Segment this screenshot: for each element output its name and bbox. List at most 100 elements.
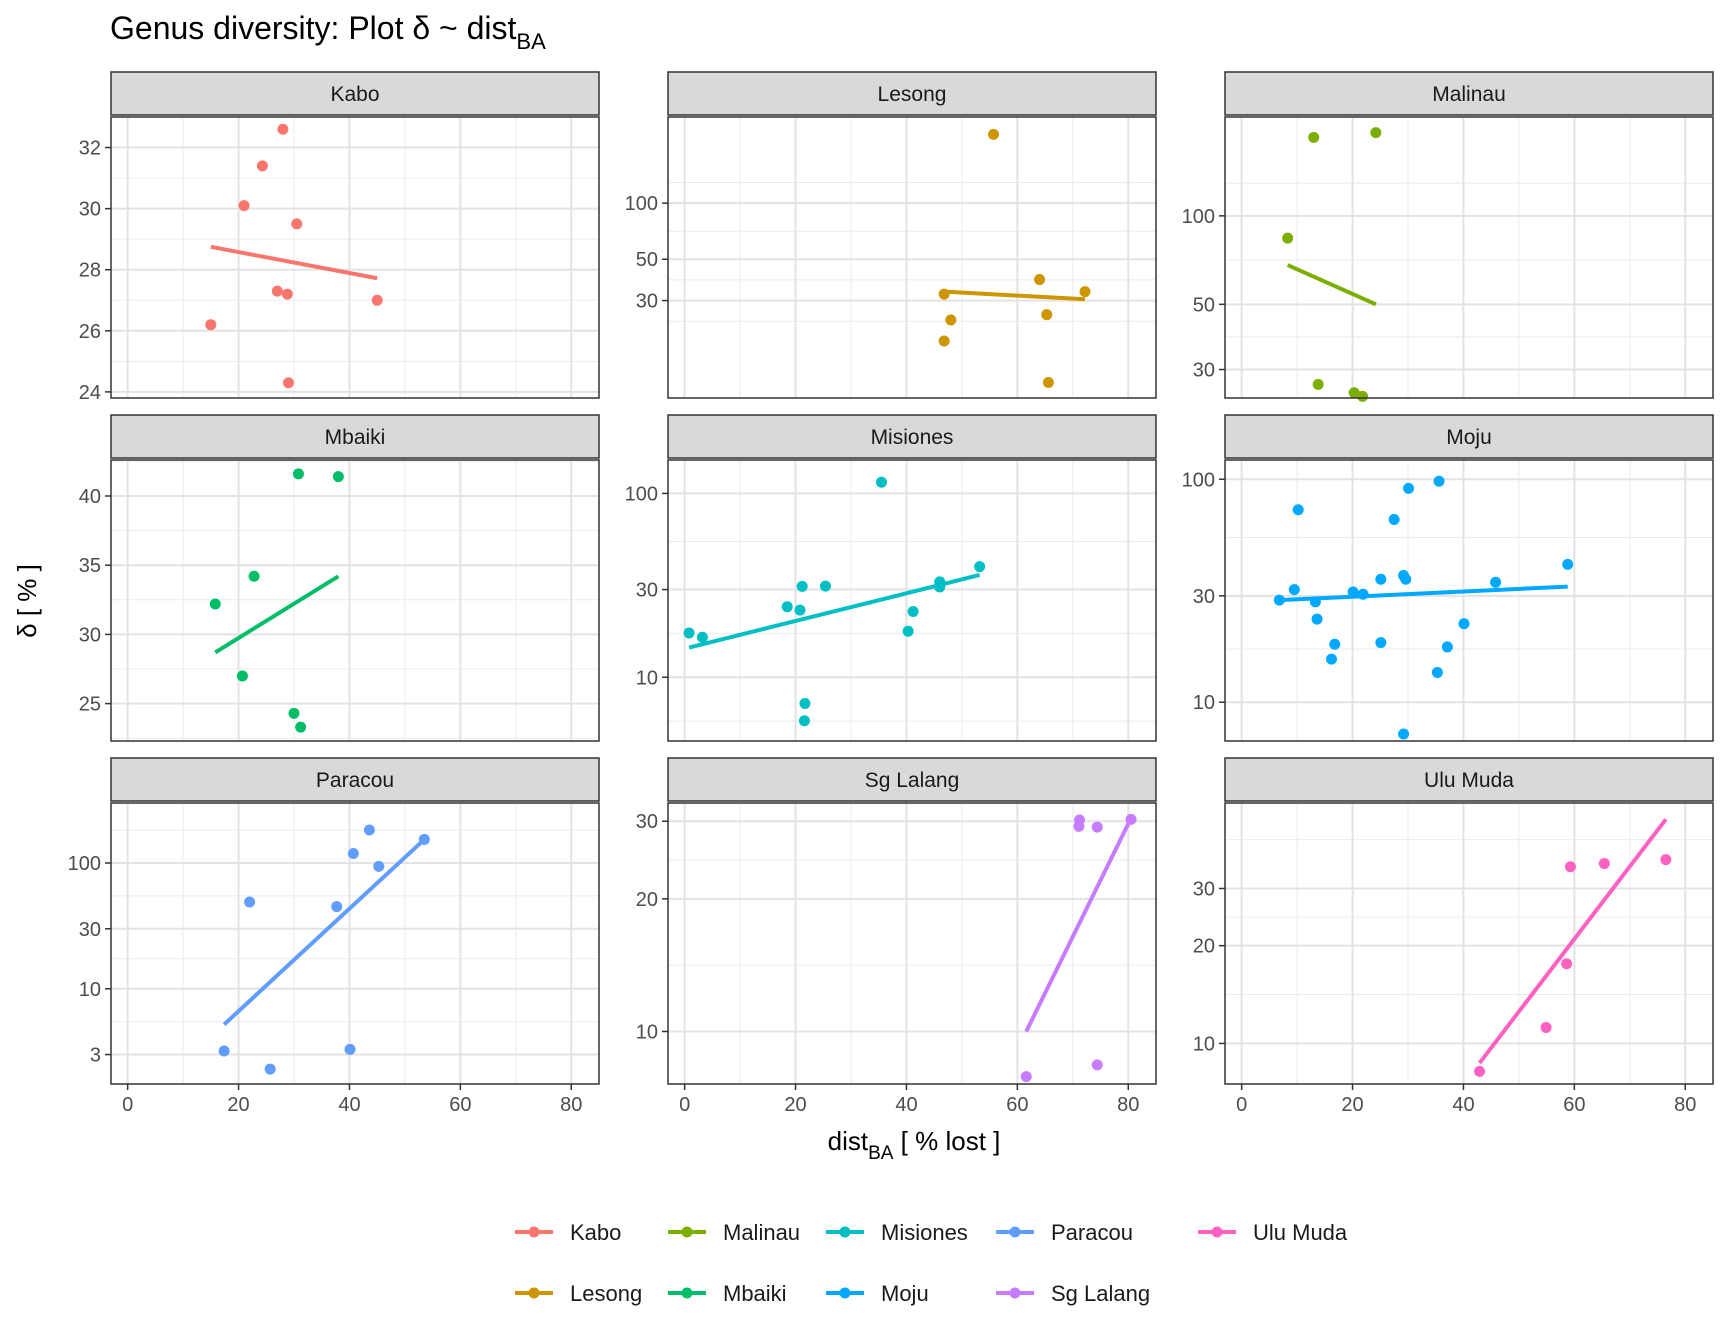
panel-border (1224, 116, 1714, 399)
data-point-misiones (794, 604, 806, 616)
legend-key-point (681, 1287, 693, 1299)
data-point-kabo (256, 160, 268, 172)
data-point-moju (1375, 637, 1387, 649)
facet-strip (1224, 71, 1714, 116)
data-point-moju (1388, 513, 1400, 525)
data-point-moju (1288, 584, 1300, 596)
legend-label: Mbaiki (723, 1281, 787, 1306)
data-point-ulu-muda (1660, 854, 1672, 866)
facet-strip (1224, 757, 1714, 802)
data-point-mbaiki (248, 570, 260, 582)
x-tick-label: 40 (1452, 1094, 1474, 1116)
y-tick-label: 26 (79, 321, 101, 343)
facet-sg-lalang: Sg Lalang 10 20 30 0 20 40 60 80 (636, 757, 1157, 1116)
legend-key-point (528, 1287, 540, 1299)
data-point-mbaiki (292, 468, 304, 480)
data-point-misiones (876, 476, 887, 488)
y-tick-label: 3 (90, 1045, 101, 1067)
facet-strip-label: Malinau (1432, 83, 1506, 106)
y-tick-label: 30 (79, 624, 101, 646)
panel-border (110, 459, 600, 742)
data-point-kabo (205, 319, 217, 331)
y-tick-label: 24 (79, 382, 101, 404)
y-tick-label: 30 (636, 811, 658, 833)
data-point-paracou (347, 848, 359, 860)
legend-key-point (528, 1226, 540, 1238)
legend-label: Paracou (1051, 1220, 1133, 1245)
fit-line-lesong (944, 289, 1086, 302)
legend-label: Kabo (570, 1220, 621, 1245)
x-tick-label: 0 (122, 1094, 133, 1116)
data-point-moju (1458, 618, 1470, 630)
facet-kabo: Kabo 24 26 28 30 32 (79, 71, 600, 404)
data-point-kabo (371, 294, 383, 306)
data-point-misiones (796, 580, 808, 592)
y-tick-label: 100 (68, 853, 101, 875)
legend-item-mbaiki: Mbaiki (668, 1281, 787, 1306)
x-tick-label: 60 (449, 1094, 471, 1116)
facet-misiones: Misiones 10 30 100 (625, 414, 1157, 742)
y-tick-label: 32 (79, 138, 101, 160)
y-tick-label: 30 (1193, 878, 1215, 900)
data-point-ulu-muda (1598, 858, 1610, 870)
y-tick-label: 30 (636, 580, 658, 602)
fit-line-ulu-muda (1477, 818, 1668, 1065)
data-point-lesong (938, 288, 950, 300)
data-point-malinau (1312, 378, 1324, 390)
fit-line-kabo (210, 244, 378, 281)
data-point-moju (1329, 638, 1341, 650)
y-tick-label: 100 (1182, 469, 1215, 491)
x-tick-label: 60 (1563, 1094, 1585, 1116)
data-point-moju (1311, 613, 1323, 625)
legend-key-point (839, 1287, 851, 1299)
data-point-mbaiki (236, 670, 248, 682)
data-point-ulu-muda (1540, 1021, 1552, 1033)
data-point-lesong (1042, 377, 1054, 389)
data-point-misiones (902, 625, 914, 637)
legend-label: Ulu Muda (1253, 1220, 1348, 1245)
legend-item-lesong: Lesong (515, 1281, 642, 1306)
panel-border (110, 116, 600, 399)
legend-item-misiones: Misiones (826, 1220, 968, 1245)
data-point-malinau (1308, 131, 1320, 143)
y-tick-label: 28 (79, 260, 101, 282)
legend-item-moju: Moju (826, 1281, 929, 1306)
data-point-paracou (373, 860, 385, 872)
data-point-mbaiki (295, 721, 307, 733)
legend-key-point (1009, 1226, 1021, 1238)
data-point-lesong (1041, 309, 1053, 321)
y-tick-label: 35 (79, 555, 101, 577)
data-point-malinau (1370, 127, 1382, 139)
data-point-mbaiki (288, 707, 300, 719)
facet-strip (110, 757, 600, 802)
data-point-sg-lalang (1020, 1071, 1032, 1083)
data-point-moju (1398, 728, 1410, 740)
data-point-paracou (344, 1043, 356, 1055)
data-point-sg-lalang (1125, 813, 1137, 825)
data-point-moju (1490, 576, 1502, 588)
y-tick-label: 100 (625, 483, 658, 505)
facet-strip (667, 71, 1157, 116)
data-point-misiones (683, 627, 695, 639)
x-tick-label: 80 (1117, 1094, 1139, 1116)
facet-strip-label: Lesong (878, 83, 947, 106)
legend: Kabo Malinau Misiones Paracou Ulu Muda Lesong… (515, 1220, 1348, 1306)
y-tick-label: 30 (1193, 586, 1215, 608)
data-point-paracou (244, 896, 256, 908)
data-point-moju (1441, 641, 1453, 653)
data-point-misiones (781, 601, 793, 613)
data-point-paracou (418, 833, 430, 845)
data-point-kabo (238, 200, 250, 212)
y-tick-label: 10 (636, 667, 658, 689)
facet-strip-label: Mbaiki (325, 426, 386, 449)
facet-strip-label: Paracou (316, 769, 394, 792)
data-point-lesong (988, 128, 1000, 140)
data-point-moju (1562, 558, 1574, 570)
facet-strip-label: Misiones (871, 426, 954, 449)
panel-border (1224, 459, 1714, 742)
y-tick-label: 40 (79, 486, 101, 508)
x-tick-label: 20 (227, 1094, 249, 1116)
x-tick-label: 60 (1006, 1094, 1028, 1116)
x-tick-label: 40 (338, 1094, 360, 1116)
